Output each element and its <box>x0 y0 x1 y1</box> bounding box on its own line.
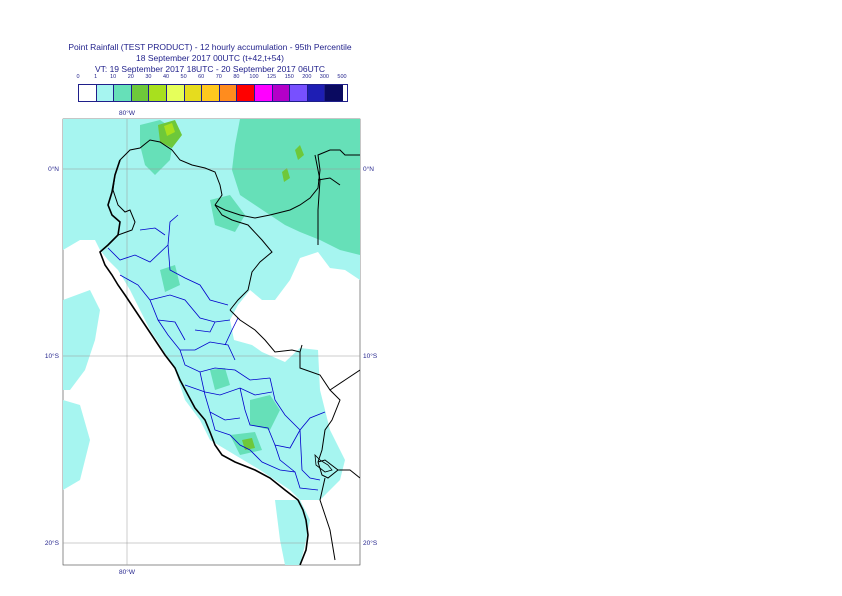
legend-tick-label: 200 <box>302 74 312 80</box>
legend-tick-label: 150 <box>284 74 294 80</box>
legend-swatch <box>131 85 150 101</box>
legend-swatch <box>114 85 132 101</box>
country-borders <box>99 139 360 565</box>
legend-color-bar <box>78 84 348 102</box>
lat-label-20s-left: 20°S <box>45 539 60 547</box>
legend-tick-label: 500 <box>337 74 347 80</box>
legend-tick-label: 20 <box>127 74 134 80</box>
legend-swatch <box>254 85 273 101</box>
legend-swatch <box>96 85 115 101</box>
legend-swatch <box>325 85 343 101</box>
color-legend: 0 1 10 20 30 40 50 60 70 80 100 125 150 200 300 500 <box>76 74 348 102</box>
precip-fields <box>63 119 360 565</box>
precip-moderate-cell4 <box>210 368 230 390</box>
region-boundaries <box>107 214 326 491</box>
legend-tick-label: 100 <box>249 74 259 80</box>
precip-moderate-cell1 <box>210 195 245 232</box>
legend-swatch <box>166 85 185 101</box>
lat-label-10s-left: 10°S <box>45 352 60 360</box>
legend-swatch <box>307 85 326 101</box>
legend-swatch <box>184 85 203 101</box>
legend-swatch <box>202 85 220 101</box>
precip-moderate-cell5 <box>160 265 180 292</box>
title-line-1: Point Rainfall (TEST PRODUCT) - 12 hourl… <box>68 42 352 52</box>
legend-tick-labels: 0 1 10 20 30 40 50 60 70 80 100 125 150 200 300 500 <box>76 74 348 83</box>
legend-swatch <box>237 85 255 101</box>
legend-swatch <box>219 85 238 101</box>
legend-tick-label: 80 <box>233 74 240 80</box>
precip-moderate-cell2 <box>250 395 280 430</box>
legend-tick-label: 40 <box>162 74 170 80</box>
legend-tick-label: 0 <box>76 74 80 80</box>
lat-label-10s-right: 10°S <box>363 352 378 360</box>
legend-swatch <box>149 85 167 101</box>
legend-tick-label: 125 <box>267 74 277 80</box>
legend-tick-label: 50 <box>180 74 187 80</box>
legend-swatch <box>290 85 308 101</box>
precip-heavy-spot2 <box>282 168 290 182</box>
legend-swatch <box>272 85 291 101</box>
legend-tick-label: 70 <box>215 74 222 80</box>
graticule <box>63 119 360 565</box>
legend-swatch <box>79 85 97 101</box>
legend-tick-label: 30 <box>145 74 152 80</box>
precip-very-heavy-cell <box>164 123 175 136</box>
legend-tick-label: 10 <box>110 74 117 80</box>
precip-heavy-spot1 <box>295 145 304 160</box>
legend-tick-label: 300 <box>319 74 329 80</box>
title-line-2: 18 September 2017 00UTC (t+42,t+54) <box>136 53 284 63</box>
precip-light-south <box>275 500 310 565</box>
lat-label-0n-right: 0°N <box>363 165 374 173</box>
precip-moderate-amazon <box>232 119 360 255</box>
precip-light-coastal <box>63 400 90 490</box>
title-line-3: VT: 19 September 2017 18UTC - 20 Septemb… <box>94 64 326 74</box>
legend-tick-label: 1 <box>94 74 98 80</box>
chart-title: Point Rainfall (TEST PRODUCT) - 12 hourl… <box>40 42 380 75</box>
lon-label-bottom: 80°W <box>119 568 136 576</box>
lat-label-0n-left: 0°N <box>48 165 59 173</box>
lon-label-top: 80°W <box>119 109 136 117</box>
precip-heavy-cell <box>242 438 255 450</box>
legend-tick-label: 60 <box>198 74 205 80</box>
precip-light-sea <box>63 290 100 390</box>
lat-label-20s-right: 20°S <box>363 539 378 547</box>
